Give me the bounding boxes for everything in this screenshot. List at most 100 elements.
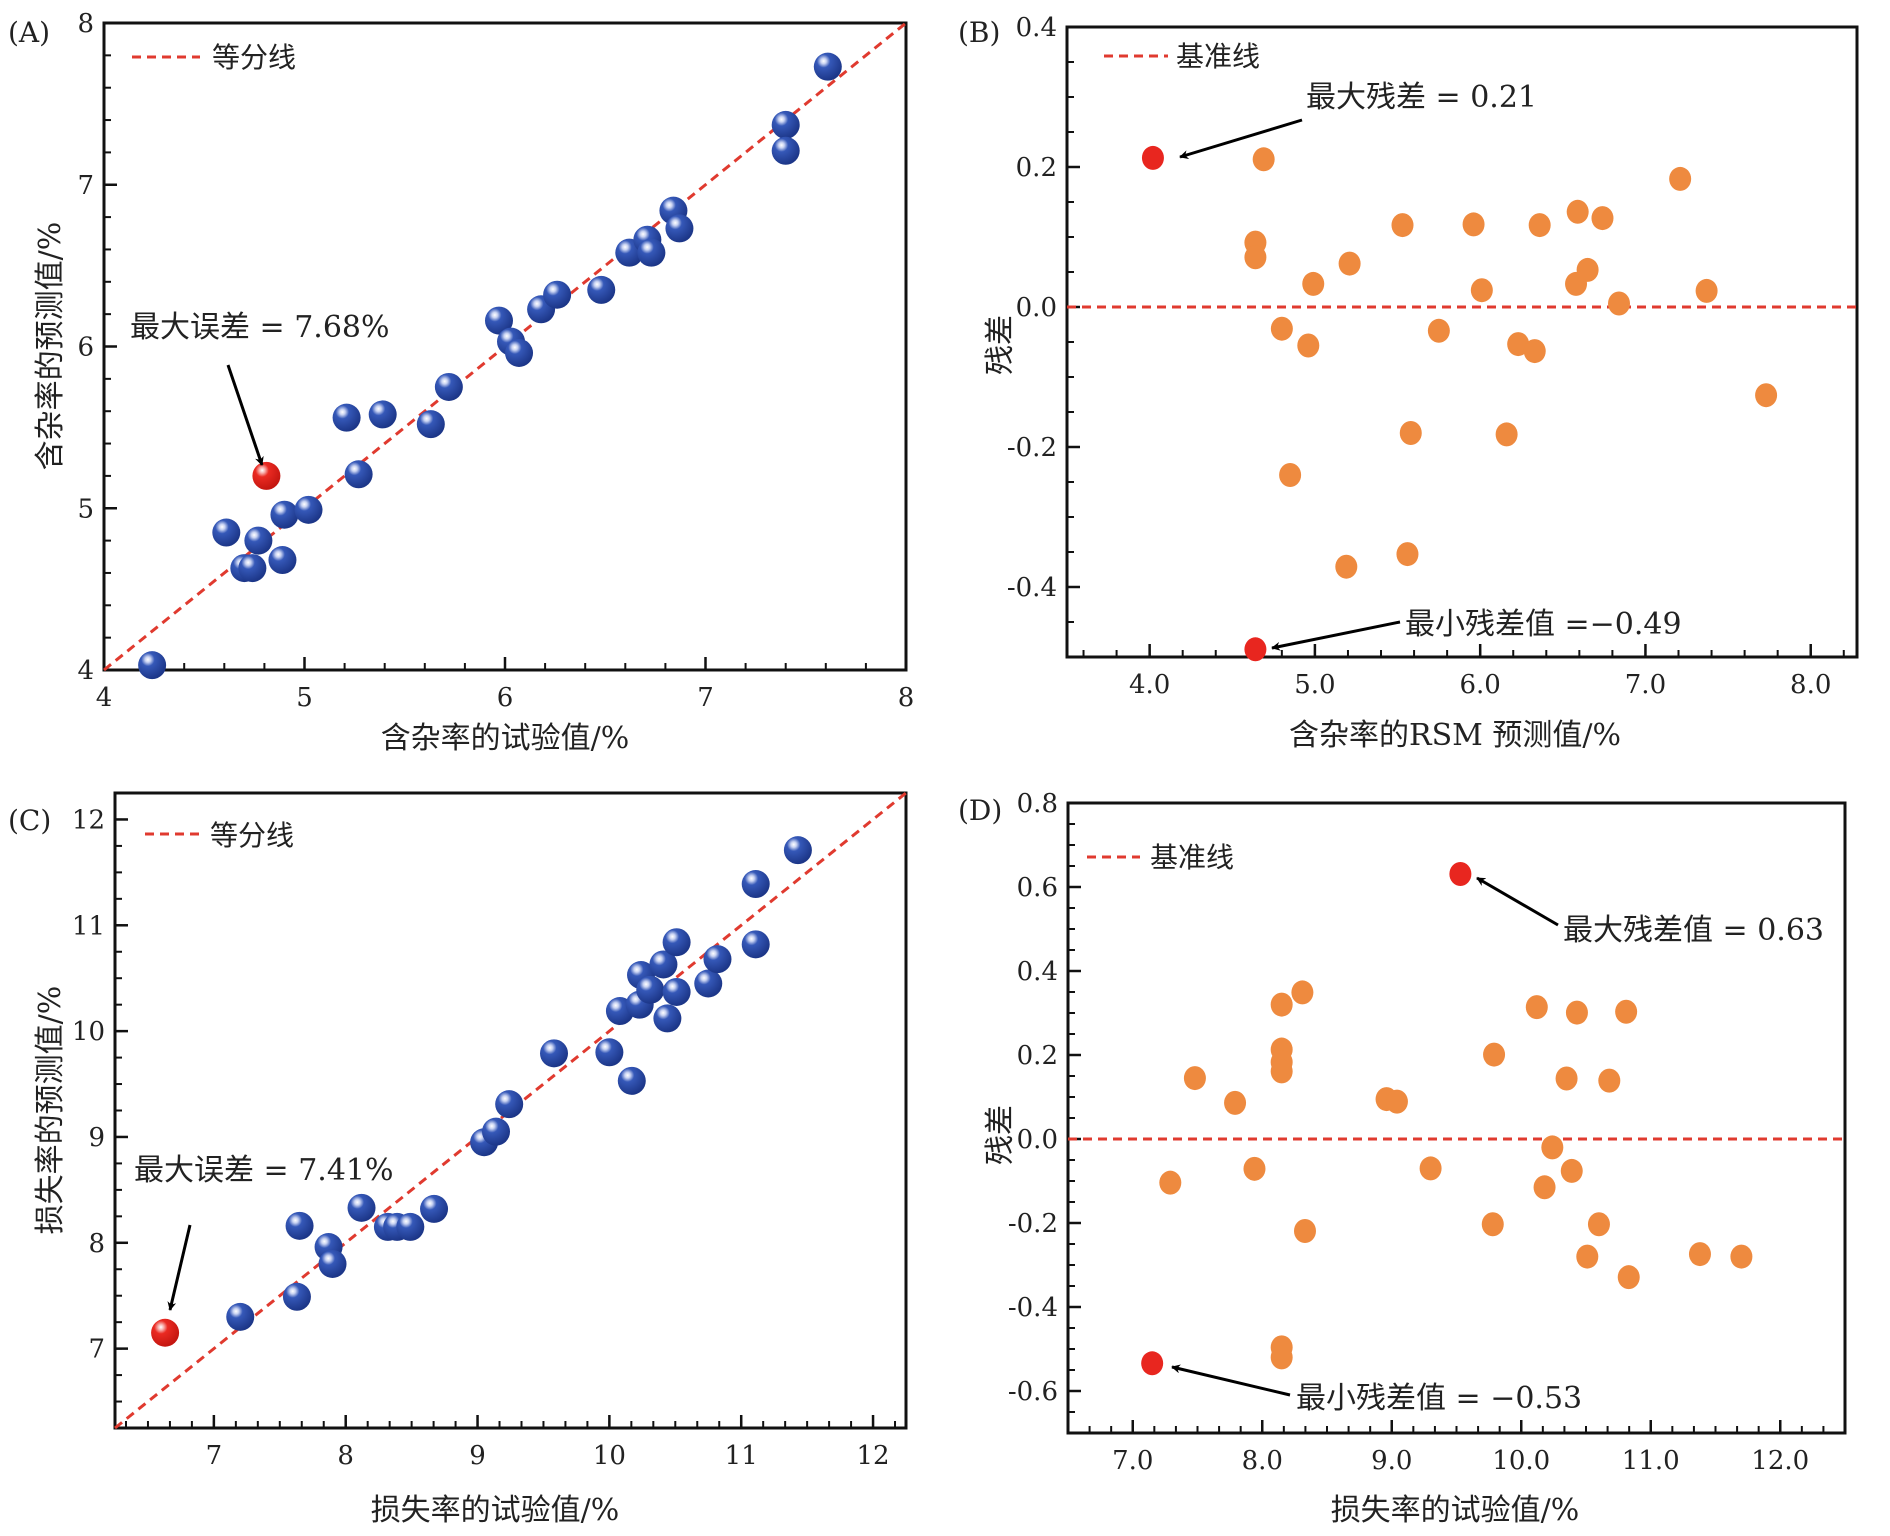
x-axis-label: 含杂率的试验值/%	[381, 721, 630, 756]
y-tick-label: -0.4	[1007, 573, 1057, 603]
x-tick-label: 5.0	[1294, 670, 1335, 700]
residual-point	[1293, 1218, 1316, 1243]
y-axis-label: 损失率的预测值/%	[33, 986, 68, 1235]
annotation-arrow	[226, 364, 264, 466]
y-tick-label: 4	[77, 656, 94, 686]
x-axis-label: 损失率的试验值/%	[371, 1493, 620, 1528]
data-point	[505, 338, 534, 367]
residual-point	[1302, 271, 1325, 296]
residual-point	[1385, 1089, 1408, 1114]
residual-point	[1528, 213, 1551, 238]
data-point	[138, 651, 167, 680]
x-tick-label: 6.0	[1460, 670, 1501, 700]
y-axis-label: 含杂率的预测值/%	[33, 222, 68, 471]
x-tick-label: 7	[206, 1441, 223, 1471]
data-point	[741, 870, 770, 899]
data-point	[587, 275, 616, 304]
x-tick-label: 8	[337, 1441, 354, 1471]
y-tick-label: 0.2	[1016, 153, 1057, 183]
x-tick-label: 7.0	[1112, 1446, 1153, 1476]
residual-point	[1730, 1244, 1753, 1269]
max-residual-annotation: 最大残差值 = 0.63	[1563, 913, 1824, 948]
residual-point	[1270, 992, 1293, 1017]
residual-point	[1615, 999, 1638, 1024]
max-error-annotation: 最大误差 = 7.68%	[130, 310, 390, 345]
legend-label: 等分线	[210, 819, 294, 852]
extreme-residual-point	[1449, 861, 1472, 886]
y-tick-label: -0.4	[1008, 1293, 1058, 1323]
residual-point	[1335, 554, 1358, 579]
x-axis-label: 损失率的试验值/%	[1331, 1493, 1580, 1528]
panel-d: (D) 7.0 8.0 9.0 10.0 11.0 12.0 -0.6 -0.4 -0.2 0.0…	[958, 789, 1847, 1528]
extreme-residual-point	[1244, 637, 1267, 662]
x-tick-label: 10.0	[1492, 1446, 1550, 1476]
x-tick-label: 9	[469, 1441, 486, 1471]
legend-label: 基准线	[1176, 40, 1260, 73]
x-tick-label: 11.0	[1622, 1446, 1680, 1476]
data-point	[653, 1004, 682, 1033]
data-point	[244, 526, 273, 555]
residual-point	[1291, 980, 1314, 1005]
y-tick-label: 5	[77, 494, 94, 524]
residual-point	[1525, 995, 1548, 1020]
x-axis-label: 含杂率的RSM 预测值/%	[1289, 718, 1621, 753]
data-point	[294, 495, 323, 524]
y-axis-label: 残差	[983, 1105, 1018, 1165]
residual-point	[1560, 1158, 1583, 1183]
data-point	[813, 52, 842, 81]
data-point	[495, 1090, 524, 1119]
data-point	[637, 238, 666, 267]
data-point	[665, 214, 694, 243]
legend: 等分线	[145, 819, 294, 852]
residual-point	[1396, 542, 1419, 567]
max-residual-annotation: 最大残差 = 0.21	[1306, 80, 1537, 115]
residual-point	[1555, 1066, 1578, 1091]
data-point	[368, 400, 397, 429]
residual-point	[1427, 318, 1450, 343]
max-residual-arrow	[1179, 118, 1303, 159]
residual-point	[1224, 1090, 1247, 1115]
panel-label: (A)	[8, 16, 50, 49]
y-tick-label: 0.6	[1017, 873, 1058, 903]
legend-label: 等分线	[212, 41, 296, 74]
x-tick-label: 8.0	[1790, 670, 1831, 700]
residual-point	[1591, 206, 1614, 231]
data-point	[332, 403, 361, 432]
residual-point	[1483, 1042, 1506, 1067]
data-point	[636, 975, 665, 1004]
plot-frame	[1066, 801, 1847, 1435]
min-residual-arrow	[1171, 1364, 1291, 1397]
data-point	[771, 110, 800, 139]
x-tick-label: 8.0	[1242, 1446, 1283, 1476]
x-tick-label: 9.0	[1371, 1446, 1412, 1476]
residual-point	[1755, 383, 1778, 408]
residual-point	[1391, 213, 1414, 238]
residual-point	[1533, 1175, 1556, 1200]
data-point	[484, 306, 513, 335]
residual-point	[1462, 212, 1485, 237]
max-error-point	[151, 1318, 180, 1347]
data-point	[344, 460, 373, 489]
data-point	[694, 969, 723, 998]
x-tick-label: 6	[497, 683, 514, 713]
residual-point	[1159, 1170, 1182, 1195]
data-point	[771, 136, 800, 165]
data-point	[741, 930, 770, 959]
x-tick-label: 12.0	[1751, 1446, 1809, 1476]
legend: 等分线	[132, 41, 296, 74]
residual-point	[1243, 1156, 1266, 1181]
x-tick-label: 10	[593, 1441, 626, 1471]
y-tick-label: -0.2	[1007, 433, 1057, 463]
data-point	[662, 928, 691, 957]
x-tick-label: 12	[856, 1441, 889, 1471]
data-point	[434, 372, 463, 401]
data-point	[662, 977, 691, 1006]
data-point	[416, 410, 445, 439]
data-point	[595, 1038, 624, 1067]
data-point	[285, 1211, 314, 1240]
residual-point	[1576, 1244, 1599, 1269]
legend-label: 基准线	[1150, 841, 1234, 874]
data-point	[543, 280, 572, 309]
legend: 基准线	[1087, 841, 1234, 874]
